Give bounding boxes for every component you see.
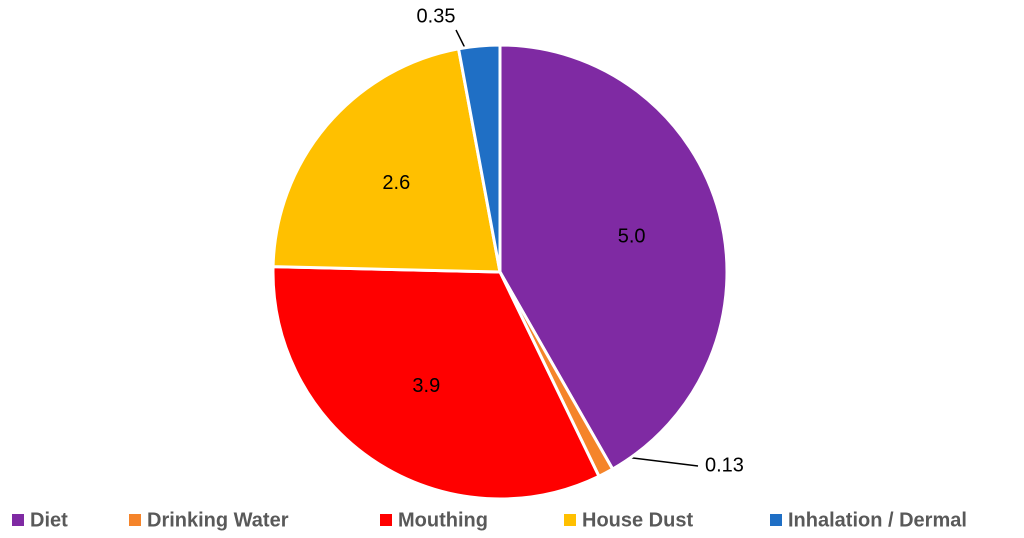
value-label: 0.13 [705,454,744,476]
legend-swatch [12,514,24,526]
legend-label: House Dust [582,509,693,531]
pie-slice [498,43,729,472]
pie-slice [271,47,502,274]
value-label: 3.9 [412,375,440,397]
legend-label: Diet [30,509,68,531]
legend-label: Inhalation / Dermal [788,509,967,531]
value-label: 0.35 [417,5,456,27]
legend-label: Mouthing [398,509,488,531]
legend-swatch [129,514,141,526]
value-label: 5.0 [618,225,646,247]
value-label: 2.6 [382,172,410,194]
legend-swatch [380,514,392,526]
legend-swatch [564,514,576,526]
pie-slice [271,265,601,501]
pie-slice [456,43,502,273]
legend-label: Drinking Water [147,509,289,531]
legend-swatch [770,514,782,526]
